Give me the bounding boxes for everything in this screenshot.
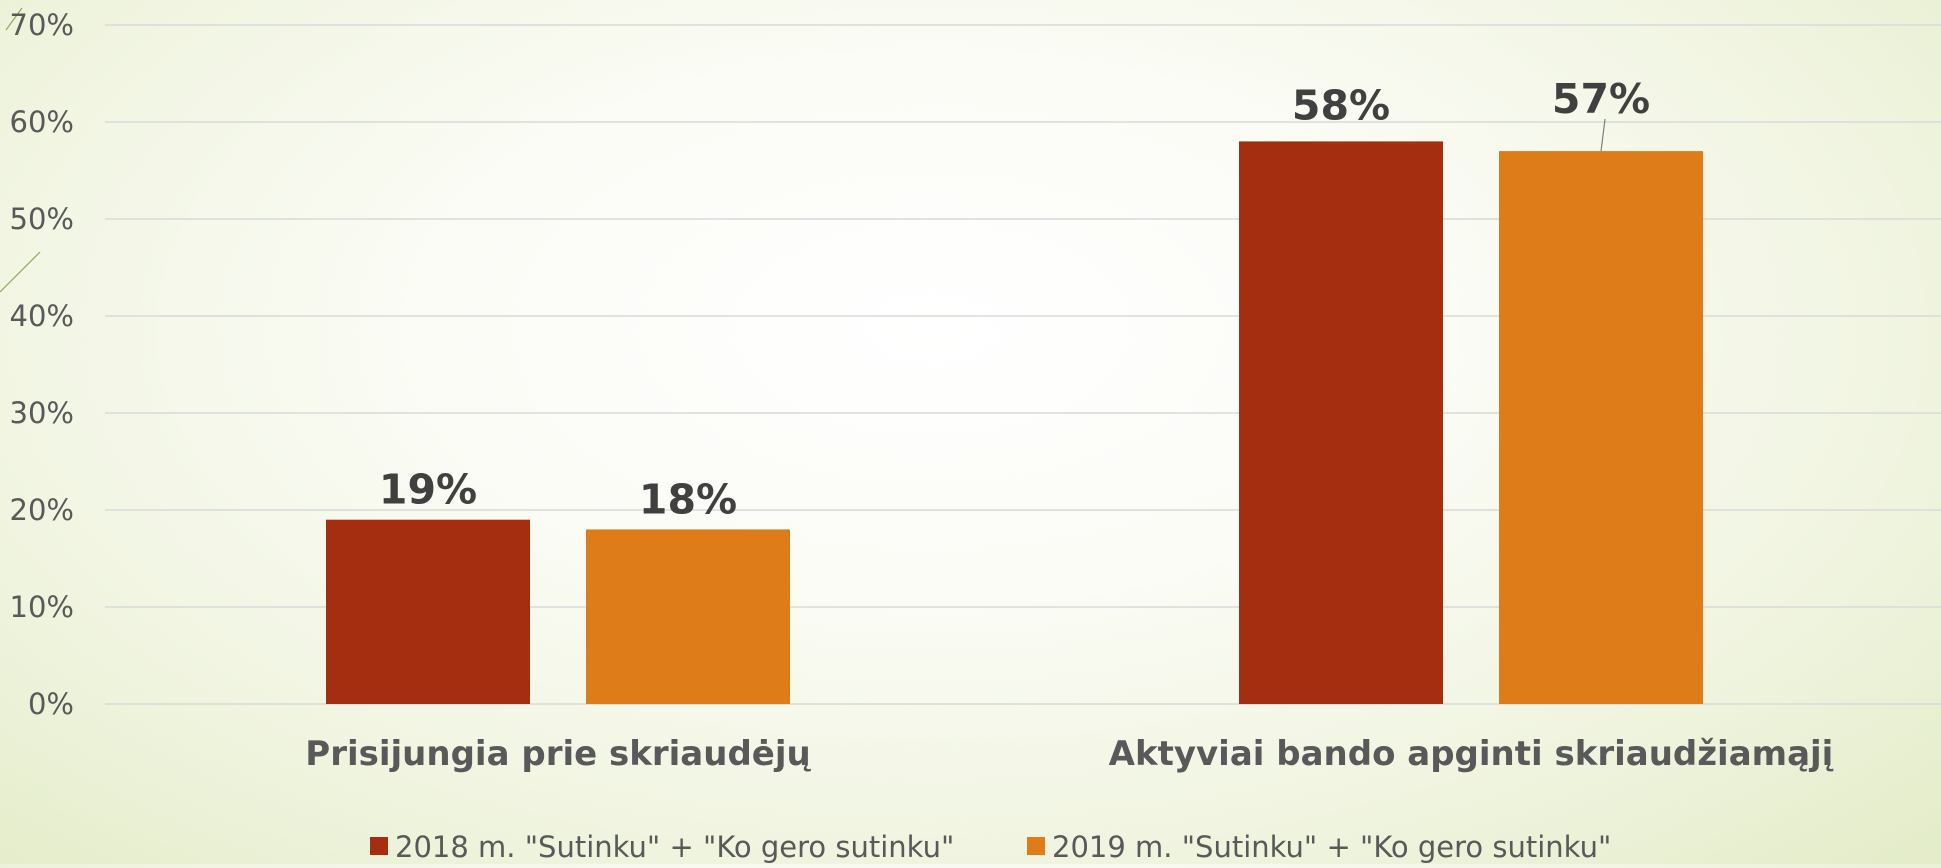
decorative-line-top: [5, 7, 23, 31]
y-tick-label: 40%: [10, 299, 74, 333]
bars: [326, 141, 1703, 705]
data-label-leader-line: [1600, 119, 1606, 152]
y-tick-label: 50%: [10, 202, 74, 236]
y-tick-label: 10%: [10, 590, 74, 624]
category-label: Prisijungia prie skriaudėjų: [305, 734, 811, 774]
legend-swatch: [1027, 837, 1045, 855]
data-label: 18%: [639, 475, 737, 523]
y-axis-tick-labels: 0% 10% 20% 30% 40% 50% 60% 70%: [10, 8, 74, 721]
data-label: 19%: [379, 466, 477, 514]
legend-label: 2019 m. "Sutinku" + "Ko gero sutinku": [1052, 830, 1611, 864]
legend-label: 2018 m. "Sutinku" + "Ko gero sutinku": [395, 830, 954, 864]
bar: [1499, 151, 1703, 705]
data-labels: 19% 18% 58% 57%: [379, 75, 1650, 523]
y-tick-label: 70%: [10, 8, 74, 42]
y-tick-label: 0%: [28, 687, 74, 721]
legend: 2018 m. "Sutinku" + "Ko gero sutinku" 201…: [370, 830, 1611, 864]
category-label: Aktyviai bando apginti skriaudžiamąjį: [1109, 734, 1834, 774]
bar: [326, 519, 530, 704]
y-tick-label: 30%: [10, 396, 74, 430]
data-label: 57%: [1552, 75, 1650, 123]
category-labels: Prisijungia prie skriaudėjų Aktyviai band…: [305, 734, 1833, 774]
y-tick-label: 20%: [10, 493, 74, 527]
y-tick-label: 60%: [10, 105, 74, 139]
bar: [1239, 141, 1443, 704]
decorative-line-mid: [0, 251, 41, 293]
legend-swatch: [370, 837, 388, 855]
data-label: 58%: [1292, 81, 1390, 129]
bar: [586, 529, 790, 704]
